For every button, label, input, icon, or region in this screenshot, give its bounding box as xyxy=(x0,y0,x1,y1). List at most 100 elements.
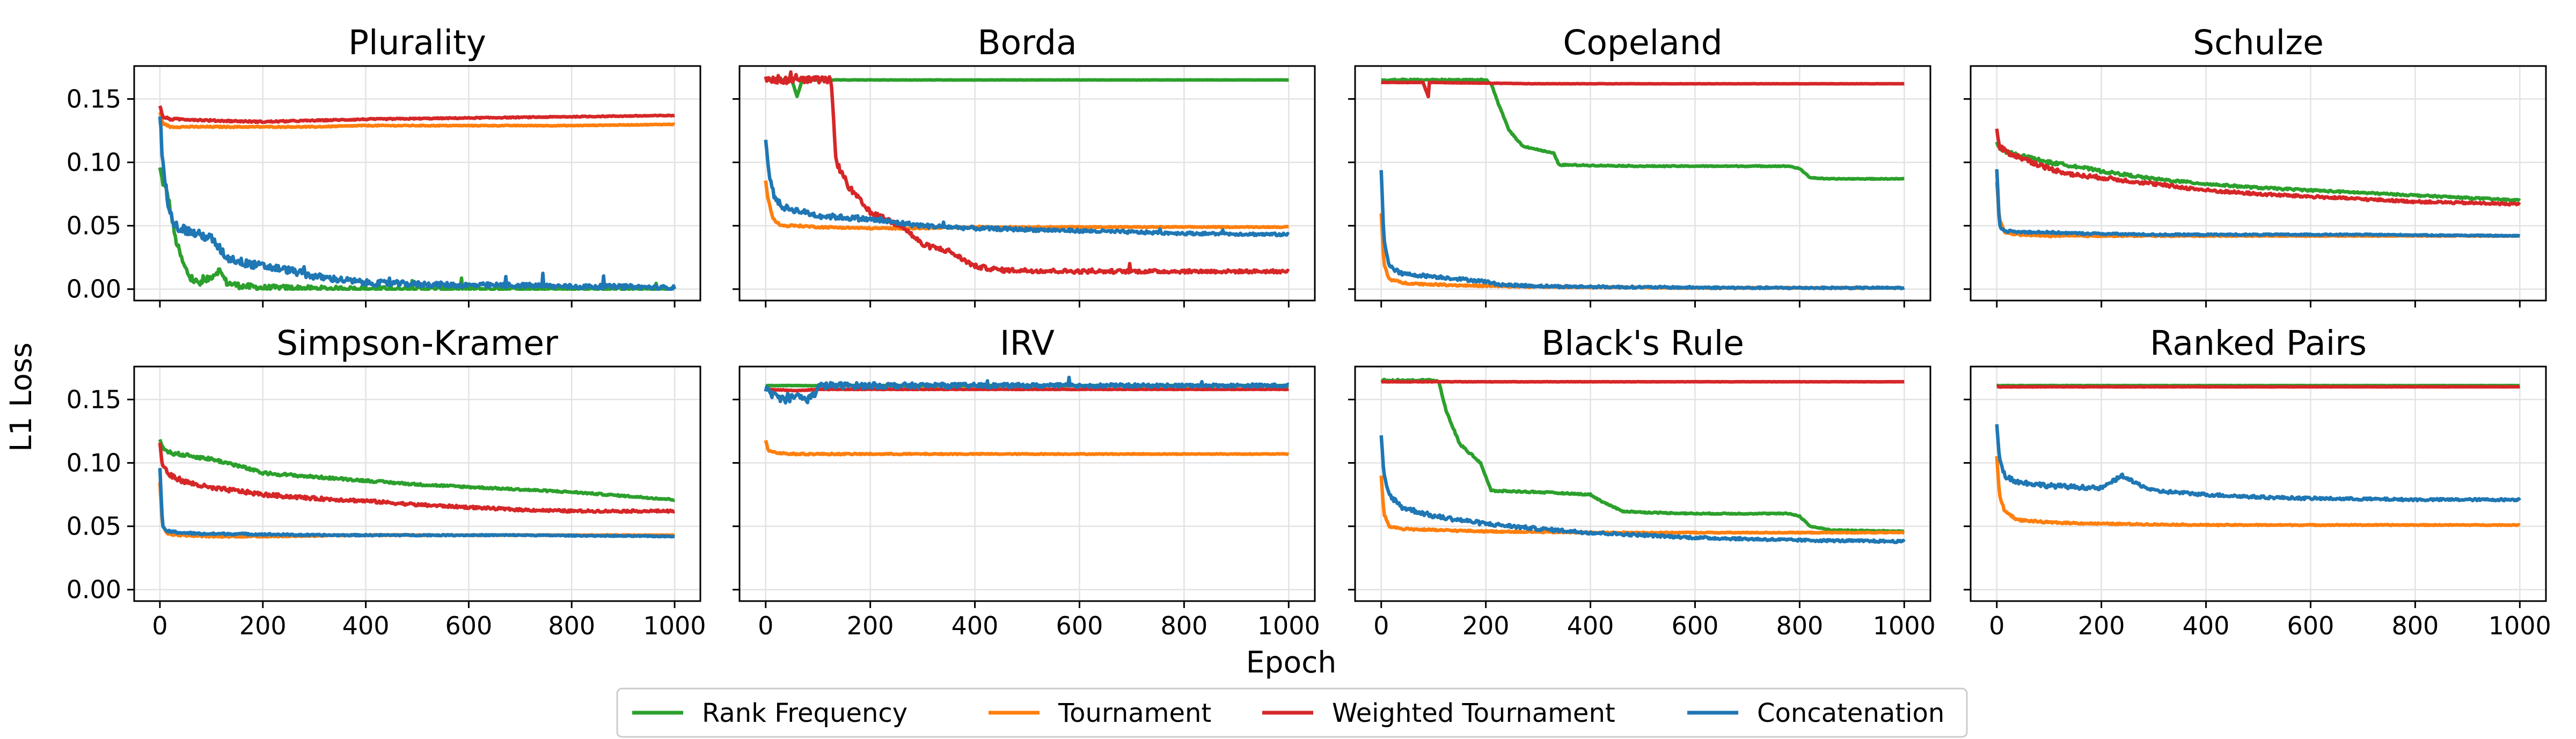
subplot-simpson-kramer: 0 200 400 600 800 1000 0.00 0.05 0.10 0.15 Simpson… xyxy=(67,324,706,640)
series-weighted-tournament-line xyxy=(1380,81,1905,99)
series-group xyxy=(1379,77,1905,291)
series-group xyxy=(158,105,677,291)
subplot-copeland: Copeland xyxy=(1348,23,1931,308)
x-tick-label: 200 xyxy=(2078,611,2125,640)
y-tick-label: 0.00 xyxy=(67,275,121,304)
legend-item-rank-frequency: Rank Frequency xyxy=(632,698,908,728)
series-rank-frequency-line xyxy=(158,438,676,502)
plot-frame xyxy=(1970,65,2547,302)
series-weighted-tournament-line xyxy=(158,442,676,514)
y-axis-label: L1 Loss xyxy=(4,342,38,452)
y-tick-label: 0.05 xyxy=(67,211,121,240)
x-tick-label: 400 xyxy=(952,611,999,640)
series-rank-frequency-line xyxy=(1995,141,2521,203)
plot-frame xyxy=(1970,365,2547,602)
series-concatenation-line xyxy=(1379,170,1905,291)
legend-item-concatenation: Concatenation xyxy=(1687,698,1944,728)
legend-item-tournament: Tournament xyxy=(989,698,1211,728)
y-tick-label: 0.05 xyxy=(67,512,121,541)
series-group xyxy=(764,70,1290,275)
x-tick-label: 600 xyxy=(1672,611,1719,640)
subplot-title: Copeland xyxy=(1563,23,1722,62)
y-tick-label: 0.10 xyxy=(67,148,121,177)
series-tournament-line xyxy=(1379,475,1905,535)
series-rank-frequency-line xyxy=(1380,77,1905,181)
subplot-title: Black's Rule xyxy=(1541,324,1744,363)
subplot-schulze: Schulze xyxy=(1964,23,2547,308)
series-concatenation-line xyxy=(1995,424,2521,503)
series-concatenation-line xyxy=(158,116,677,291)
subplot-grid: 0.00 0.05 0.10 0.15 Plurality Borda Copeland Sc… xyxy=(67,23,2551,640)
y-tick-label: 0.15 xyxy=(67,84,121,113)
plot-frame xyxy=(738,65,1316,302)
x-tick-label: 0 xyxy=(152,611,167,640)
series-concatenation-line xyxy=(764,375,1290,405)
x-tick-label: 600 xyxy=(2287,611,2334,640)
plot-frame xyxy=(738,365,1316,602)
subplot-title: Schulze xyxy=(2193,23,2324,62)
y-tick-label: 0.00 xyxy=(67,575,121,604)
subplot-ranked-pairs: 0 200 400 600 800 1000 Ranked Pairs xyxy=(1964,324,2551,640)
series-group xyxy=(1995,383,2521,528)
x-tick-label: 200 xyxy=(239,611,287,640)
series-weighted-tournament-line xyxy=(1995,128,2521,207)
series-rank-frequency-line xyxy=(765,78,1290,98)
series-tournament-line xyxy=(764,440,1290,457)
plot-frame xyxy=(133,65,701,302)
series-rank-frequency-line xyxy=(1380,377,1905,533)
series-weighted-tournament-line xyxy=(765,387,1290,393)
subplot-title: Plurality xyxy=(348,23,486,62)
series-group xyxy=(1995,128,2521,239)
plot-frame xyxy=(133,365,701,602)
legend: Rank Frequency Tournament Weighted Tournam… xyxy=(616,687,1968,738)
y-tick-label: 0.15 xyxy=(67,385,121,414)
x-tick-label: 600 xyxy=(1056,611,1103,640)
series-concatenation-line xyxy=(158,468,676,539)
x-tick-label: 1000 xyxy=(2489,611,2551,640)
series-concatenation-line xyxy=(1995,169,2521,238)
plot-frame xyxy=(1354,65,1931,302)
series-group xyxy=(764,375,1290,457)
series-concatenation-line xyxy=(1379,435,1906,544)
series-weighted-tournament-line xyxy=(764,70,1290,275)
x-tick-label: 800 xyxy=(2391,611,2439,640)
series-tournament-line xyxy=(764,180,1290,231)
subplot-title: Borda xyxy=(977,23,1077,62)
x-tick-label: 800 xyxy=(1160,611,1208,640)
subplot-borda: Borda xyxy=(733,23,1316,308)
x-tick-label: 200 xyxy=(847,611,894,640)
x-tick-label: 800 xyxy=(1776,611,1823,640)
subplot-title: IRV xyxy=(1000,324,1055,363)
series-rank-frequency-line xyxy=(158,167,676,291)
series-weighted-tournament-line xyxy=(1996,385,2521,389)
legend-label: Concatenation xyxy=(1757,698,1944,728)
series-group xyxy=(1379,377,1906,544)
series-group xyxy=(158,438,676,539)
y-tick-label: 0.10 xyxy=(67,449,121,478)
x-tick-label: 400 xyxy=(1567,611,1614,640)
x-tick-label: 0 xyxy=(758,611,773,640)
subplot-black-s-rule: 0 200 400 600 800 1000 Black's Rule xyxy=(1348,324,1936,640)
legend-item-weighted-tournament: Weighted Tournament xyxy=(1262,698,1615,728)
series-concatenation-line xyxy=(764,140,1290,238)
x-tick-label: 0 xyxy=(1373,611,1389,640)
subplot-irv: 0 200 400 600 800 1000 IRV xyxy=(733,324,1320,640)
legend-items: Rank Frequency Tournament Weighted Tournam… xyxy=(632,698,1944,728)
plot-frame xyxy=(1354,365,1931,602)
x-tick-label: 0 xyxy=(1989,611,2004,640)
subplot-title: Simpson-Kramer xyxy=(276,324,558,363)
series-tournament-line xyxy=(158,112,676,129)
subplot-title: Ranked Pairs xyxy=(2150,324,2367,363)
legend-label: Rank Frequency xyxy=(702,698,908,728)
x-axis-label: Epoch xyxy=(1246,645,1336,679)
x-tick-label: 200 xyxy=(1462,611,1510,640)
x-tick-label: 400 xyxy=(342,611,390,640)
subplot-plurality: 0.00 0.05 0.10 0.15 Plurality xyxy=(67,23,701,308)
x-tick-label: 400 xyxy=(2183,611,2230,640)
series-tournament-line xyxy=(1995,456,2521,528)
series-weighted-tournament-line xyxy=(158,105,676,125)
x-tick-label: 1000 xyxy=(1873,611,1936,640)
x-tick-label: 1000 xyxy=(1257,611,1320,640)
x-tick-label: 800 xyxy=(548,611,595,640)
